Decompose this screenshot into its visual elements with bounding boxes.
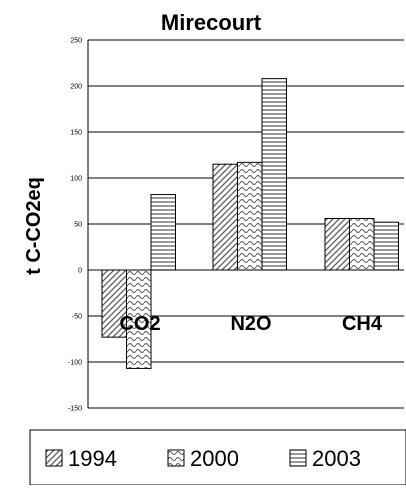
y-tick-label: -150 <box>68 406 82 413</box>
category-label-n2o: N2O <box>230 313 271 335</box>
legend-label: 2000 <box>190 446 239 471</box>
legend-swatch <box>167 449 185 467</box>
category-label-co2: CO2 <box>119 313 160 335</box>
y-tick-label: 50 <box>74 222 82 229</box>
y-tick-label: 150 <box>70 130 82 137</box>
category-label-ch4: CH4 <box>342 313 383 335</box>
legend-swatch <box>289 449 307 467</box>
y-tick-label: -100 <box>68 360 82 367</box>
legend-label: 2003 <box>312 446 361 471</box>
y-axis-ticks: 250 200 150 100 50 0 -50 -100 -150 <box>68 38 82 413</box>
legend-item-2000: 2000 <box>167 446 239 471</box>
legend-label: 1994 <box>68 446 117 471</box>
y-tick-label: 0 <box>78 268 82 275</box>
legend-box <box>29 429 406 486</box>
bar-ch4-1994 <box>324 217 350 271</box>
bar-co2-2003 <box>150 194 176 271</box>
legend-item-1994: 1994 <box>45 446 117 471</box>
y-tick-label: 200 <box>70 84 82 91</box>
bar-n2o-2000 <box>237 161 263 271</box>
legend: 1994 2000 2003 <box>29 429 406 486</box>
legend-item-2003: 2003 <box>289 446 361 471</box>
chart-title: Mirecourt <box>161 10 262 35</box>
y-tick-label: 100 <box>70 176 82 183</box>
bar-co2-2000 <box>126 269 152 369</box>
category-labels: CO2 N2O CH4 <box>119 313 382 335</box>
legend-swatch <box>45 449 63 467</box>
bar-n2o-2003 <box>261 78 287 271</box>
y-axis-label: t C-CO2eq <box>23 177 45 275</box>
bar-n2o-1994 <box>212 163 238 271</box>
y-tick-label: -50 <box>72 314 82 321</box>
y-tick-label: 250 <box>70 38 82 45</box>
bars <box>101 78 399 369</box>
bar-ch4-2003 <box>373 221 399 271</box>
bar-ch4-2000 <box>349 217 375 271</box>
